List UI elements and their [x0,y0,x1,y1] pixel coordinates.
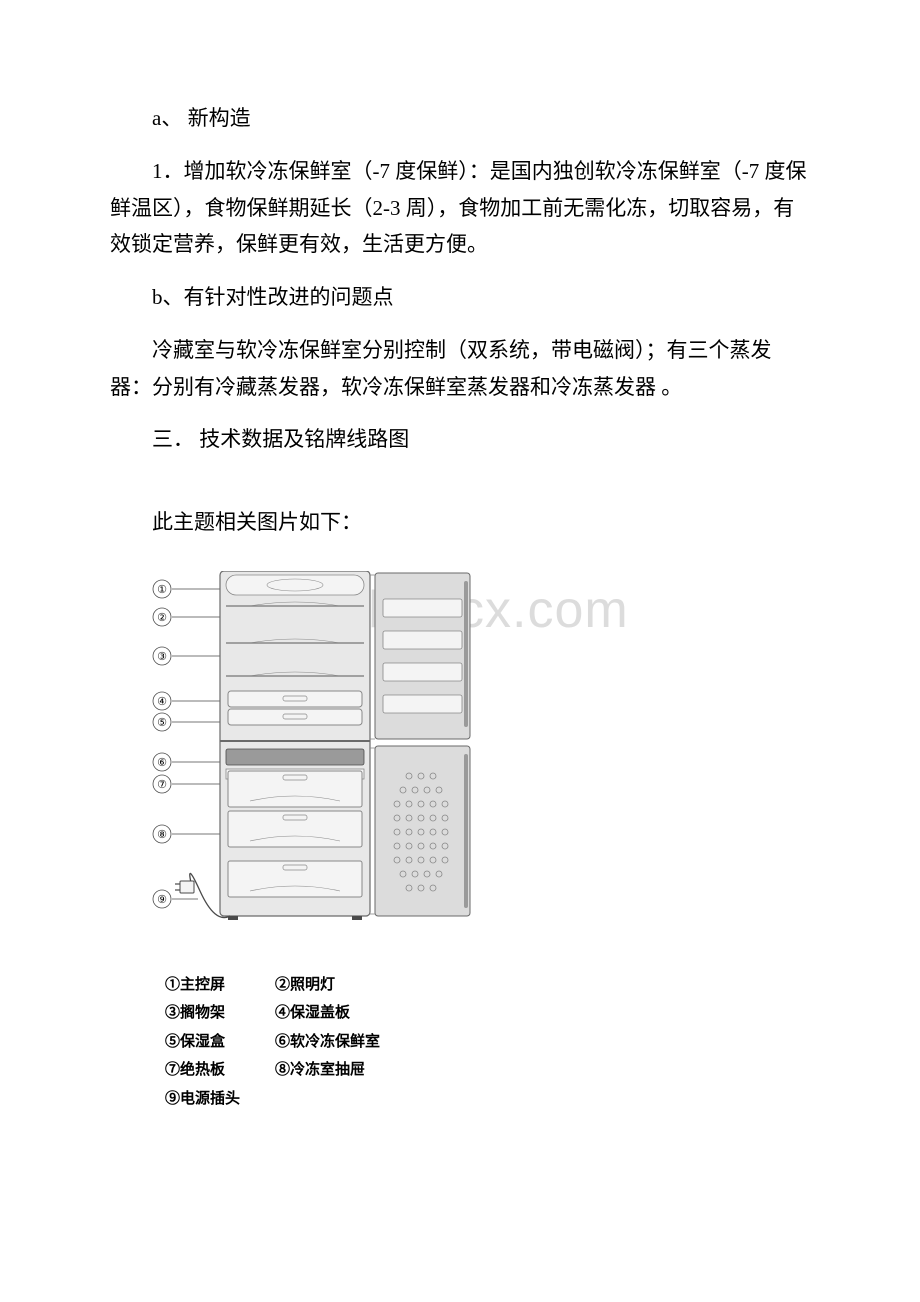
legend-row: ③搁物架④保湿盖板 [165,999,810,1028]
legend-cell: ②照明灯 [275,971,335,1000]
legend-cell: ⑨电源插头 [165,1085,275,1114]
legend-table: ①主控屏②照明灯③搁物架④保湿盖板⑤保湿盒⑥软冷冻保鲜室⑦绝热板⑧冷冻室抽屉⑨电… [165,971,810,1114]
paragraph-b-heading: b、有针对性改进的问题点 [110,279,810,316]
legend-row: ①主控屏②照明灯 [165,971,810,1000]
section-3-heading: 三． 技术数据及铭牌线路图 [110,421,810,458]
svg-text:⑨: ⑨ [157,894,167,906]
legend-cell: ①主控屏 [165,971,275,1000]
svg-text:⑦: ⑦ [157,779,167,791]
paragraph-a-body: 1．增加软冷冻保鲜室（-7 度保鲜）：是国内独创软冷冻保鲜室（-7 度保鲜温区）… [110,153,810,263]
paragraph-b-body: 冷藏室与软冷冻保鲜室分别控制（双系统，带电磁阀）；有三个蒸发器：分别有冷藏蒸发器… [110,332,810,406]
legend-row: ⑨电源插头 [165,1085,810,1114]
legend-row: ⑤保湿盒⑥软冷冻保鲜室 [165,1028,810,1057]
image-caption: 此主题相关图片如下： [110,504,810,541]
legend-row: ⑦绝热板⑧冷冻室抽屉 [165,1056,810,1085]
legend-cell: ⑦绝热板 [165,1056,275,1085]
legend-cell: ⑥软冷冻保鲜室 [275,1028,380,1057]
svg-text:①: ① [157,584,167,596]
legend-cell: ⑤保湿盒 [165,1028,275,1057]
svg-text:⑧: ⑧ [157,829,167,841]
svg-text:⑤: ⑤ [157,717,167,729]
svg-text:②: ② [157,612,167,624]
svg-text:④: ④ [157,696,167,708]
refrigerator-diagram: ① ② ③ ④ ⑤ ⑥ ⑦ ⑧ ⑨ [140,571,810,936]
paragraph-a-heading: a、 新构造 [110,100,810,137]
legend-cell: ③搁物架 [165,999,275,1028]
legend-cell: ⑧冷冻室抽屉 [275,1056,365,1085]
svg-text:③: ③ [157,651,167,663]
svg-text:⑥: ⑥ [157,757,167,769]
legend-cell: ④保湿盖板 [275,999,350,1028]
